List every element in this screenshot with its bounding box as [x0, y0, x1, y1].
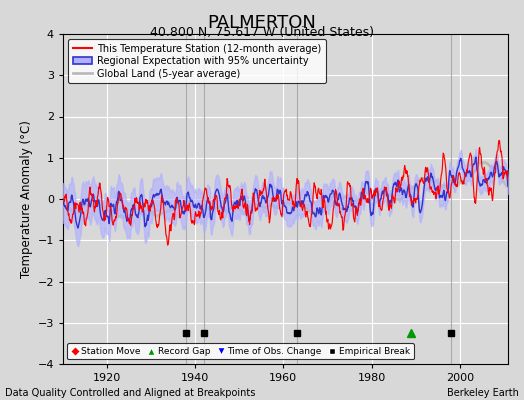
- Legend: Station Move, Record Gap, Time of Obs. Change, Empirical Break: Station Move, Record Gap, Time of Obs. C…: [68, 343, 413, 360]
- Text: Data Quality Controlled and Aligned at Breakpoints: Data Quality Controlled and Aligned at B…: [5, 388, 256, 398]
- Text: Berkeley Earth: Berkeley Earth: [447, 388, 519, 398]
- Text: PALMERTON: PALMERTON: [208, 14, 316, 32]
- Text: 40.800 N, 75.617 W (United States): 40.800 N, 75.617 W (United States): [150, 26, 374, 39]
- Y-axis label: Temperature Anomaly (°C): Temperature Anomaly (°C): [20, 120, 33, 278]
